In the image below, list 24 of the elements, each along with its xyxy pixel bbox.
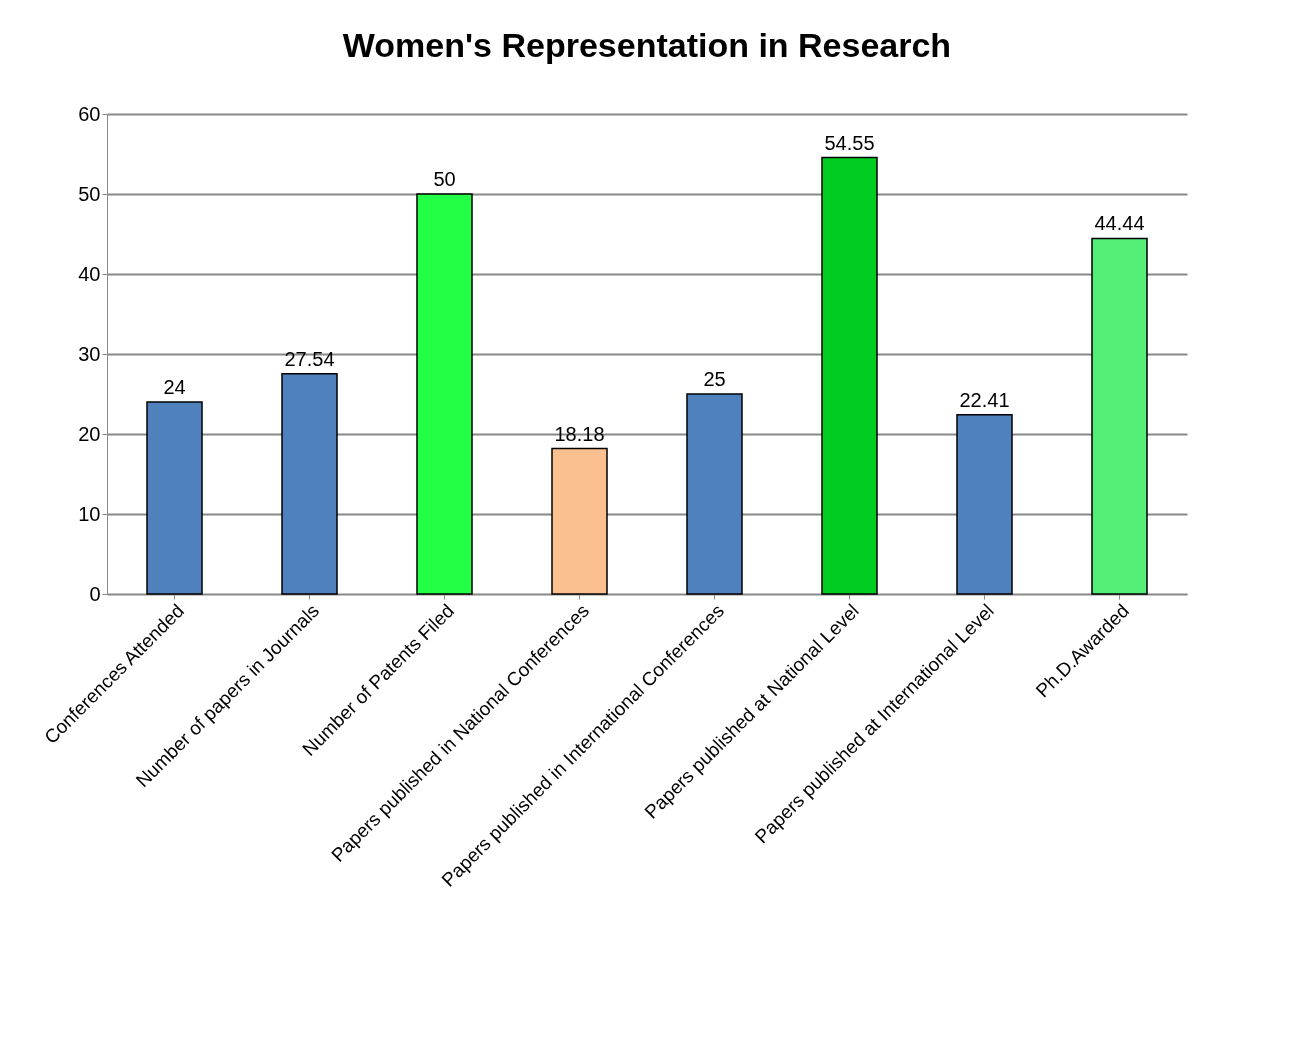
y-tick-label: 20 xyxy=(78,422,101,445)
data-label: 25 xyxy=(703,368,726,390)
y-tick-label: 10 xyxy=(78,502,101,525)
bar xyxy=(551,447,608,595)
y-tick-label: 30 xyxy=(78,342,101,365)
bar xyxy=(686,393,743,595)
y-tick-label: 50 xyxy=(78,182,101,205)
bar xyxy=(146,401,203,595)
chart-title: Women's Representation in Research xyxy=(342,26,952,64)
bar xyxy=(821,156,878,595)
data-label: 24 xyxy=(163,376,186,398)
data-label: 27.54 xyxy=(284,347,335,370)
data-label: 50 xyxy=(433,168,456,190)
y-tick-label: 40 xyxy=(78,262,101,285)
data-label: 44.44 xyxy=(1094,212,1145,235)
bar xyxy=(416,193,473,595)
bar xyxy=(281,372,338,595)
bar xyxy=(1091,237,1148,595)
data-label: 18.18 xyxy=(554,422,605,445)
y-tick-label: 0 xyxy=(89,582,101,605)
y-tick-label: 60 xyxy=(78,102,101,125)
data-label: 22.41 xyxy=(959,388,1010,411)
bar xyxy=(956,413,1013,595)
data-label: 54.55 xyxy=(824,131,875,154)
